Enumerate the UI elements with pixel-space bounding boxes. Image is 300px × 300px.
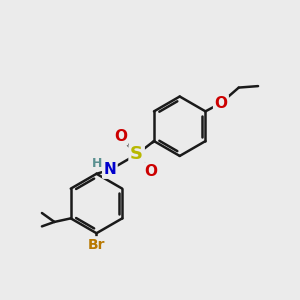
- Text: H: H: [92, 158, 103, 170]
- Text: O: O: [114, 129, 127, 144]
- Text: N: N: [103, 162, 116, 177]
- Text: O: O: [144, 164, 158, 179]
- Text: Br: Br: [88, 238, 105, 251]
- Text: O: O: [214, 95, 227, 110]
- Text: S: S: [130, 146, 143, 164]
